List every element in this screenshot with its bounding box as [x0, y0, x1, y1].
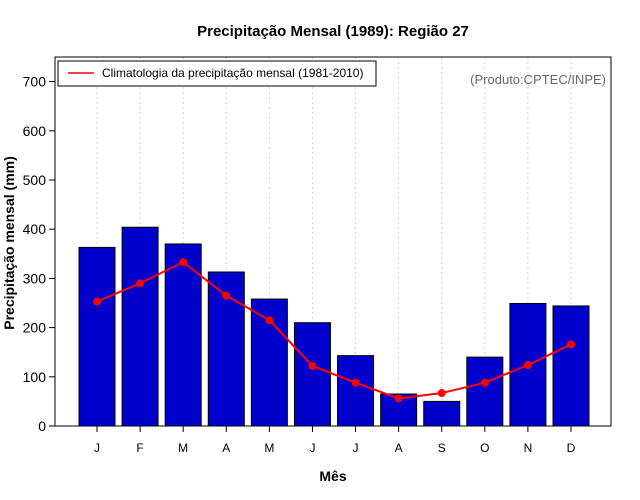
- climatology-point-7: [394, 394, 403, 403]
- bar-9: [466, 356, 504, 427]
- x-tick-label-10: N: [524, 441, 533, 455]
- y-tick-label-6: 600: [23, 123, 47, 139]
- y-tick-label-7: 700: [23, 74, 47, 90]
- x-tick-label-2: M: [178, 441, 188, 455]
- bar-6: [337, 355, 375, 427]
- grid-lines: [96, 57, 572, 426]
- chart-title: Precipitação Mensal (1989): Região 27: [197, 23, 469, 40]
- x-tick-label-0: J: [94, 441, 100, 455]
- climatology-point-4: [265, 316, 274, 325]
- y-tick-label-2: 200: [23, 320, 47, 336]
- axes: 0 100 200 300 400 500 600 700 J F M A M J J A S O N D: [23, 56, 612, 455]
- legend-box: [57, 60, 377, 87]
- bar-0: [78, 246, 116, 427]
- bars: [78, 226, 590, 427]
- plot-border: [54, 56, 612, 427]
- x-axis-label: Mês: [319, 468, 346, 484]
- legend: Climatologia da precipitação mensal (198…: [57, 60, 377, 87]
- climatology-point-2: [179, 258, 188, 267]
- climatology-point-0: [93, 297, 101, 306]
- bar-2: [164, 243, 202, 427]
- bar-11: [552, 305, 590, 427]
- credit-annotation: (Produto:CPTEC/INPE): [470, 72, 606, 87]
- y-tick-label-5: 500: [23, 172, 47, 188]
- climatology-line: [96, 260, 572, 400]
- y-tick-label-1: 100: [23, 369, 47, 385]
- x-tick-label-3: A: [222, 441, 230, 455]
- y-axis-label: Precipitação mensal (mm): [1, 156, 17, 330]
- x-tick-label-8: S: [438, 441, 446, 455]
- y-tick-label-4: 400: [23, 221, 47, 237]
- x-tick-label-9: O: [480, 441, 489, 455]
- climatology-point-10: [523, 360, 532, 369]
- climatology-point-8: [437, 389, 446, 398]
- y-tick-label-0: 0: [38, 418, 46, 434]
- x-tick-label-1: F: [136, 441, 143, 455]
- x-tick-label-5: J: [309, 441, 315, 455]
- x-tick-label-7: A: [395, 441, 403, 455]
- climatology-point-1: [136, 279, 145, 288]
- climatology-point-6: [351, 378, 360, 387]
- legend-label: Climatologia da precipitação mensal (198…: [102, 66, 363, 80]
- climatology-point-3: [222, 291, 231, 300]
- x-tick-label-4: M: [264, 441, 274, 455]
- x-tick-label-6: J: [353, 441, 359, 455]
- climatology-point-5: [308, 361, 317, 370]
- y-tick-label-3: 300: [23, 270, 47, 286]
- bar-5: [293, 322, 331, 427]
- bar-8: [423, 400, 461, 427]
- bar-1: [121, 226, 159, 427]
- x-tick-label-11: D: [567, 441, 576, 455]
- climatology-point-9: [480, 378, 489, 387]
- climatology-point-11: [567, 340, 575, 349]
- climatology-line-group: [93, 258, 575, 403]
